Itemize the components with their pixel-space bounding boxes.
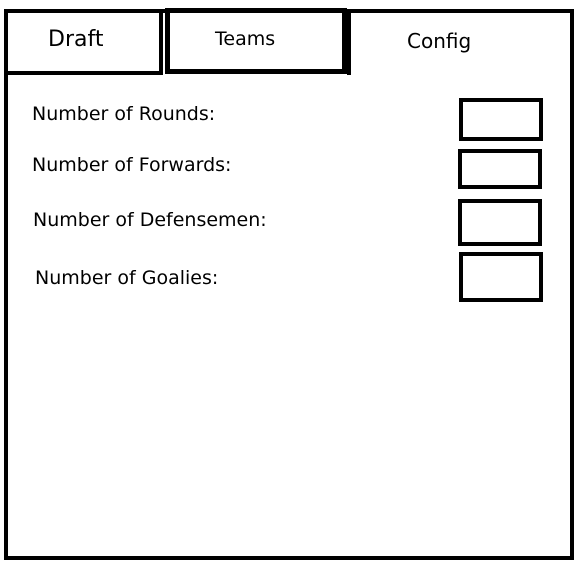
tab-teams[interactable]: Teams xyxy=(165,8,347,74)
tab-draft-label: Draft xyxy=(48,27,104,52)
forwards-label: Number of Forwards: xyxy=(32,154,232,176)
rounds-input[interactable] xyxy=(459,98,543,141)
defensemen-label: Number of Defensemen: xyxy=(33,209,267,231)
forwards-input[interactable] xyxy=(458,149,542,189)
goalies-input[interactable] xyxy=(459,252,543,302)
goalies-label: Number of Goalies: xyxy=(35,267,219,289)
defensemen-input[interactable] xyxy=(458,199,542,246)
rounds-label: Number of Rounds: xyxy=(32,103,216,125)
tab-config-label: Config xyxy=(407,29,472,53)
tab-teams-label: Teams xyxy=(215,28,276,50)
tab-draft[interactable]: Draft xyxy=(4,9,163,75)
tab-config[interactable]: Config xyxy=(347,9,566,75)
